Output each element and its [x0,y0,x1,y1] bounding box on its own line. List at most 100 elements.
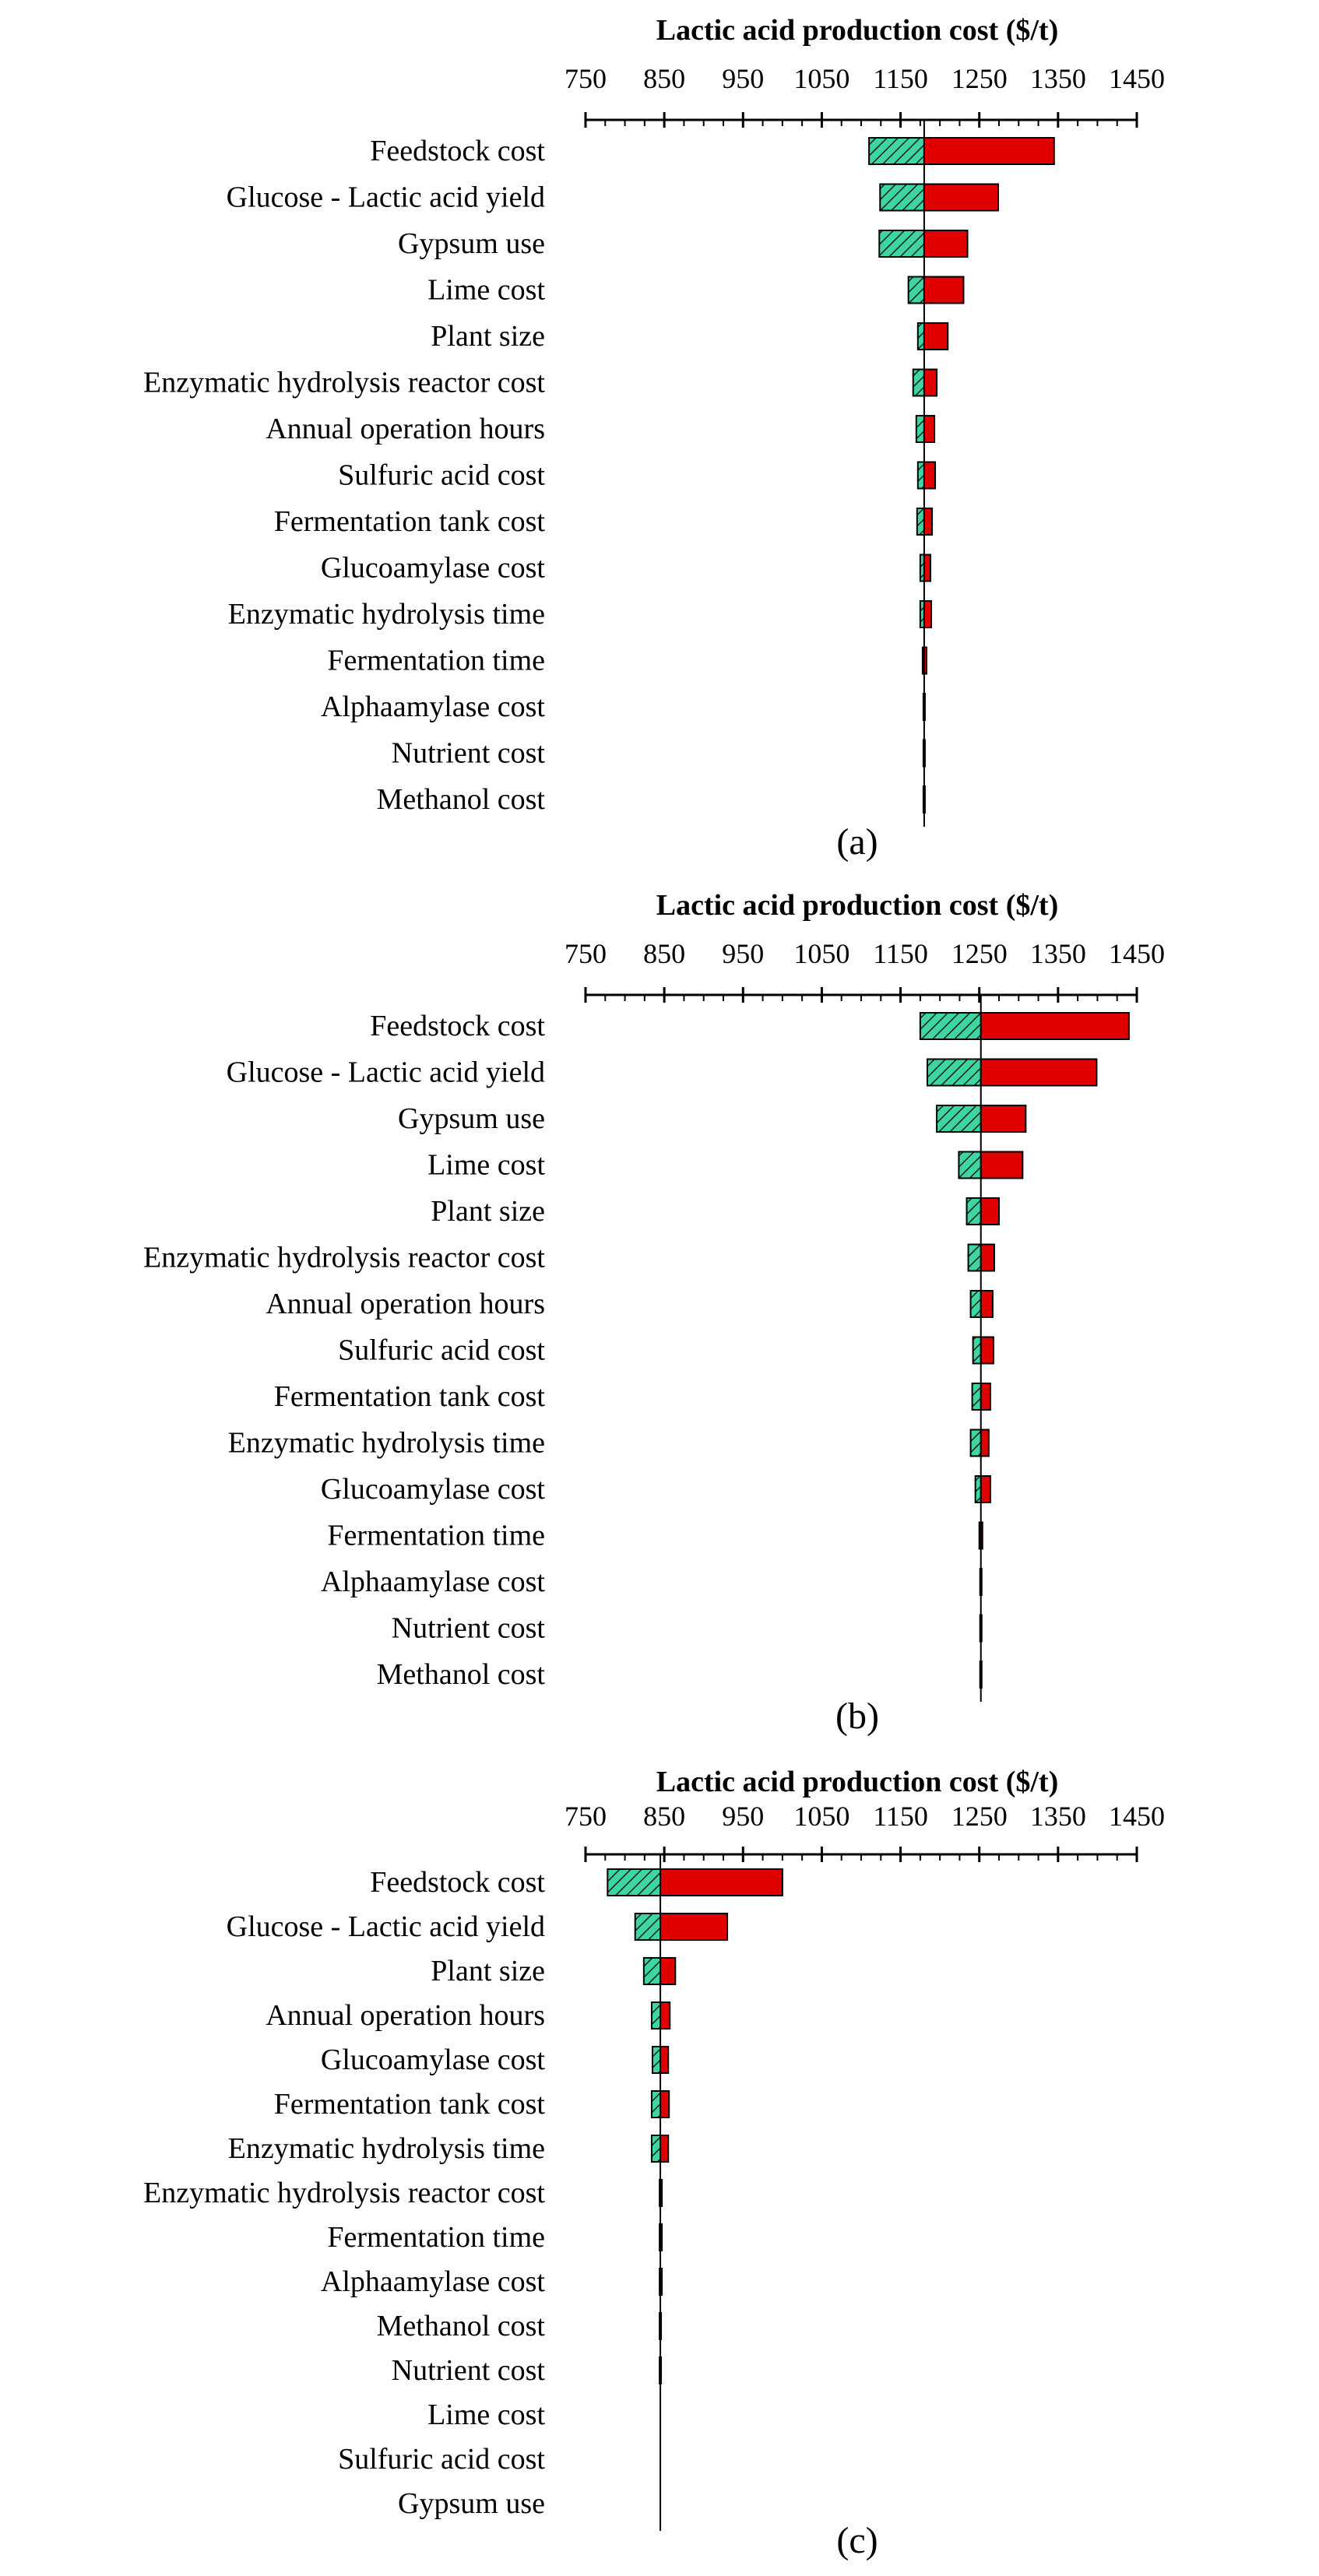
bar-decrease [919,1012,982,1040]
bars-c [607,1868,783,2384]
x-tick-label: 1050 [793,938,849,969]
bar-decrease [936,1105,982,1133]
bars-b [919,1012,1130,1689]
bar-decrease [926,1058,982,1087]
bar-increase [923,461,937,490]
bar-increase [660,2356,663,2384]
x-tick-label: 1050 [793,63,849,94]
bar-increase [980,1568,983,1596]
bar-decrease [907,276,925,304]
category-label: Nutrient cost [392,1612,546,1645]
category-label: Feedstock cost [370,1010,545,1042]
bar-increase [660,2046,670,2074]
x-tick-label: 1250 [951,63,1008,94]
category-label: Fermentation tank cost [274,1380,546,1413]
x-tick-label: 1250 [951,938,1008,969]
category-label: Fermentation time [327,645,545,677]
axis-b: 750 850 950 1050 1150 1250 1350 1450 [565,938,1165,1702]
bar-decrease [642,1957,662,1985]
category-label: Annual operation hours [266,1999,545,2032]
bar-decrease [972,1336,982,1365]
bar-increase [660,1913,729,1941]
category-labels-c: Feedstock cost Glucose - Lactic acid yiel… [143,1866,545,2520]
chart-panel-b: Lactic acid production cost ($/t) 750 850… [143,889,1165,1737]
x-tick-label: 1350 [1030,1801,1086,1832]
category-label: Gypsum use [398,2487,545,2520]
category-label: Alphaamylase cost [321,1566,546,1598]
bar-decrease [634,1913,662,1941]
chart-panel-a: Lactic acid production cost ($/t) 750 850… [143,14,1165,863]
category-label: Lime cost [427,2399,545,2431]
bar-increase [980,1290,994,1318]
x-tick-label: 950 [722,1801,764,1832]
bar-increase [980,1383,991,1411]
bar-increase [923,137,1055,165]
category-label: Nutrient cost [392,737,546,770]
bar-increase [980,1151,1024,1179]
x-tick-label: 750 [565,938,607,969]
bar-decrease [912,368,925,397]
category-label: Fermentation tank cost [274,2088,546,2121]
category-label: Fermentation time [327,2221,545,2254]
bar-increase [980,1243,995,1272]
category-label: Glucose - Lactic acid yield [227,1910,545,1943]
x-tick-label: 1350 [1030,63,1086,94]
category-label: Methanol cost [377,2310,546,2342]
x-tick-label: 1450 [1109,63,1165,94]
bar-decrease [651,2046,662,2074]
category-label: Gypsum use [398,227,545,260]
axis-a: 750 850 950 1050 1150 1250 1350 1450 [565,63,1165,827]
bar-decrease [966,1197,982,1225]
category-label: Plant size [431,320,545,353]
bar-increase [980,1521,983,1550]
x-tick-label: 1150 [873,1801,928,1832]
category-labels-b: Feedstock cost Glucose - Lactic acid yiel… [143,1010,545,1691]
category-label: Alphaamylase cost [321,691,546,723]
bar-decrease [607,1868,662,1896]
x-tick-label: 1450 [1109,1801,1165,1832]
category-label: Annual operation hours [266,1288,545,1320]
bar-increase [980,1012,1130,1040]
x-tick-label: 1250 [951,1801,1008,1832]
x-tick-label: 950 [722,63,764,94]
bar-decrease [868,137,925,165]
category-label: Fermentation time [327,1520,545,1552]
bar-increase [923,785,926,814]
category-label: Annual operation hours [266,413,545,445]
bar-increase [660,1957,677,1985]
category-label: Gypsum use [398,1102,545,1135]
bar-increase [660,2179,663,2207]
bar-increase [923,276,965,304]
x-tick-label: 850 [643,63,685,94]
category-label: Feedstock cost [370,1866,545,1899]
chart-title-a: Lactic acid production cost ($/t) [656,14,1058,47]
x-tick-label: 1450 [1109,938,1165,969]
bar-increase [923,693,926,721]
category-label: Fermentation tank cost [274,505,546,538]
category-label: Glucoamylase cost [321,2044,546,2076]
bar-decrease [971,1383,982,1411]
bar-decrease [915,415,925,443]
x-tick-label: 950 [722,938,764,969]
category-label: Nutrient cost [392,2354,546,2387]
bar-increase [923,183,999,212]
x-tick-label: 1150 [873,63,928,94]
bar-decrease [974,1475,982,1503]
category-label: Plant size [431,1195,545,1228]
bar-decrease [650,2135,662,2163]
x-tick-label: 850 [643,1801,685,1832]
bar-increase [923,508,934,536]
bar-increase [923,368,938,397]
bar-increase [923,739,926,768]
bar-increase [923,415,936,443]
bar-increase [980,1429,990,1457]
bar-decrease [969,1429,982,1457]
category-label: Sulfuric acid cost [338,2443,545,2476]
bar-decrease [967,1243,982,1272]
panel-label-a: (a) [836,821,878,863]
bar-increase [660,2312,663,2340]
x-tick-label: 750 [565,1801,607,1832]
category-label: Enzymatic hydrolysis time [228,598,545,631]
bar-increase [923,554,932,582]
